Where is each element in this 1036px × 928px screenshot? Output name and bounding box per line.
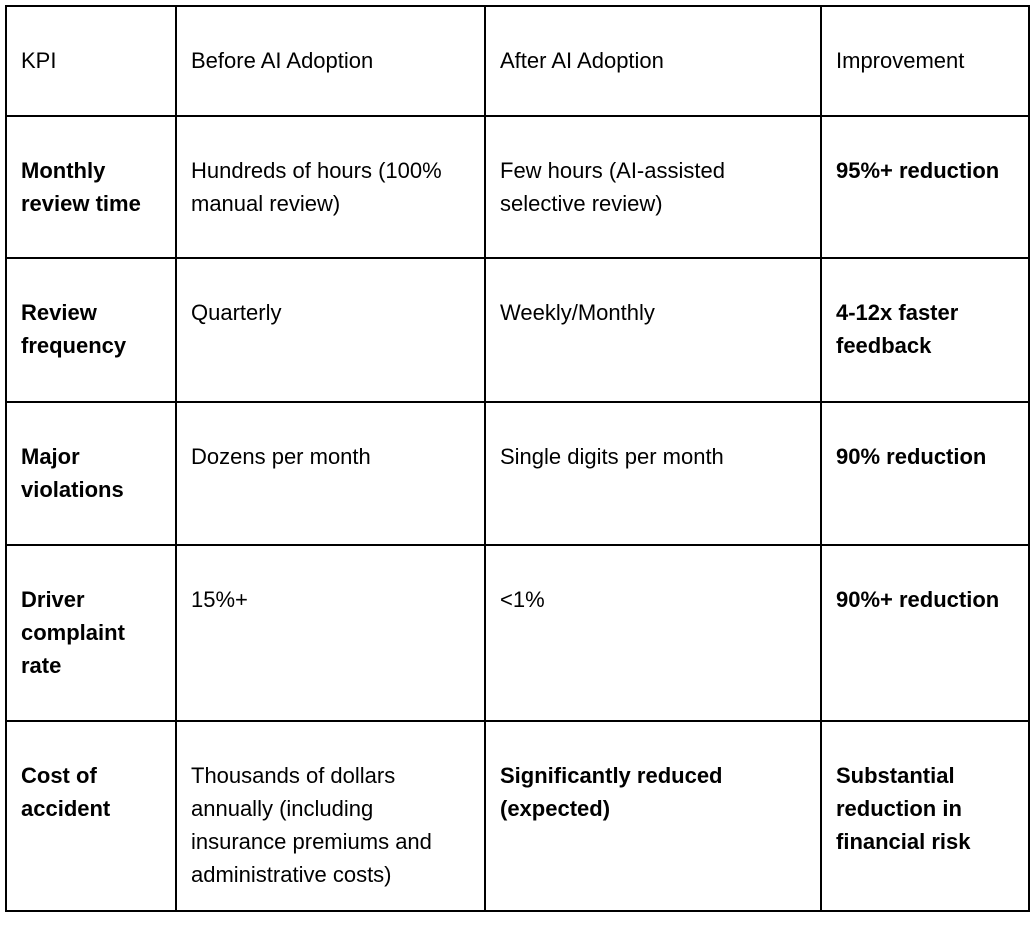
cell-before: Dozens per month [175, 401, 486, 546]
cell-before: Quarterly [175, 257, 486, 403]
cell-kpi: Review frequency [5, 257, 177, 403]
cell-kpi: Monthly review time [5, 115, 177, 259]
header-after-ai-adoption: After AI Adoption [484, 5, 822, 117]
cell-before: Thousands of dollars annually (including… [175, 720, 486, 912]
table-row: Monthly review time Hundreds of hours (1… [5, 115, 1030, 259]
table-row: Driver complaint rate 15%+ <1% 90%+ redu… [5, 544, 1030, 722]
cell-kpi: Driver complaint rate [5, 544, 177, 722]
cell-kpi: Cost of accident [5, 720, 177, 912]
header-kpi: KPI [5, 5, 177, 117]
table-row: Cost of accident Thousands of dollars an… [5, 720, 1030, 912]
kpi-comparison-table: KPI Before AI Adoption After AI Adoption… [5, 5, 1030, 912]
table-header-row: KPI Before AI Adoption After AI Adoption… [5, 5, 1030, 117]
header-improvement: Improvement [820, 5, 1030, 117]
cell-improvement: 4-12x faster feedback [820, 257, 1030, 403]
cell-after: Weekly/Monthly [484, 257, 822, 403]
cell-after: Few hours (AI-assisted selective review) [484, 115, 822, 259]
cell-before: Hundreds of hours (100% manual review) [175, 115, 486, 259]
cell-improvement: 90%+ reduction [820, 544, 1030, 722]
header-before-ai-adoption: Before AI Adoption [175, 5, 486, 117]
cell-before: 15%+ [175, 544, 486, 722]
cell-improvement: 95%+ reduction [820, 115, 1030, 259]
table-row: Major violations Dozens per month Single… [5, 401, 1030, 546]
cell-after: Single digits per month [484, 401, 822, 546]
cell-improvement: 90% reduction [820, 401, 1030, 546]
cell-after: Significantly reduced (expected) [484, 720, 822, 912]
cell-after: <1% [484, 544, 822, 722]
table-row: Review frequency Quarterly Weekly/Monthl… [5, 257, 1030, 403]
cell-improvement: Substantial reduction in financial risk [820, 720, 1030, 912]
cell-kpi: Major violations [5, 401, 177, 546]
